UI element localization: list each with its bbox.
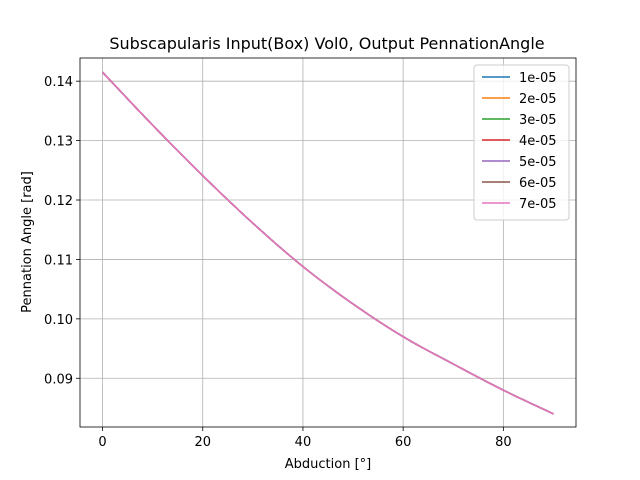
series-line-7 bbox=[102, 71, 554, 415]
legend-label: 3e-05 bbox=[519, 113, 557, 128]
legend: 1e-05 2e-05 3e-05 4e-05 5e-05 6e-05 7e-05 bbox=[473, 64, 570, 221]
legend-label: 2e-05 bbox=[519, 92, 557, 107]
plot-series bbox=[102, 71, 554, 415]
legend-label: 4e-05 bbox=[519, 134, 557, 149]
x-axis-label: Abduction [°] bbox=[285, 457, 371, 472]
x-axis-ticks: 0 20 40 60 80 bbox=[98, 427, 512, 450]
y-axis-label: Pennation Angle [rad] bbox=[20, 171, 35, 313]
chart-title: Subscapularis Input(Box) Vol0, Output Pe… bbox=[109, 34, 544, 53]
y-tick-label: 0.11 bbox=[44, 253, 73, 268]
legend-label: 5e-05 bbox=[519, 155, 557, 170]
y-tick-label: 0.14 bbox=[44, 75, 73, 90]
legend-label: 1e-05 bbox=[519, 71, 557, 86]
x-tick-label: 80 bbox=[495, 435, 512, 450]
legend-label: 7e-05 bbox=[519, 197, 557, 212]
x-tick-label: 40 bbox=[295, 435, 312, 450]
x-tick-label: 20 bbox=[194, 435, 211, 450]
y-tick-label: 0.13 bbox=[44, 135, 73, 150]
legend-label: 6e-05 bbox=[519, 176, 557, 191]
y-tick-label: 0.10 bbox=[44, 313, 73, 328]
y-tick-label: 0.12 bbox=[44, 194, 73, 209]
x-tick-label: 0 bbox=[98, 435, 106, 450]
y-tick-label: 0.09 bbox=[44, 372, 73, 387]
x-tick-label: 60 bbox=[395, 435, 412, 450]
y-axis-ticks: 0.09 0.10 0.11 0.12 0.13 0.14 bbox=[44, 75, 80, 387]
plot-frame bbox=[79, 57, 577, 428]
